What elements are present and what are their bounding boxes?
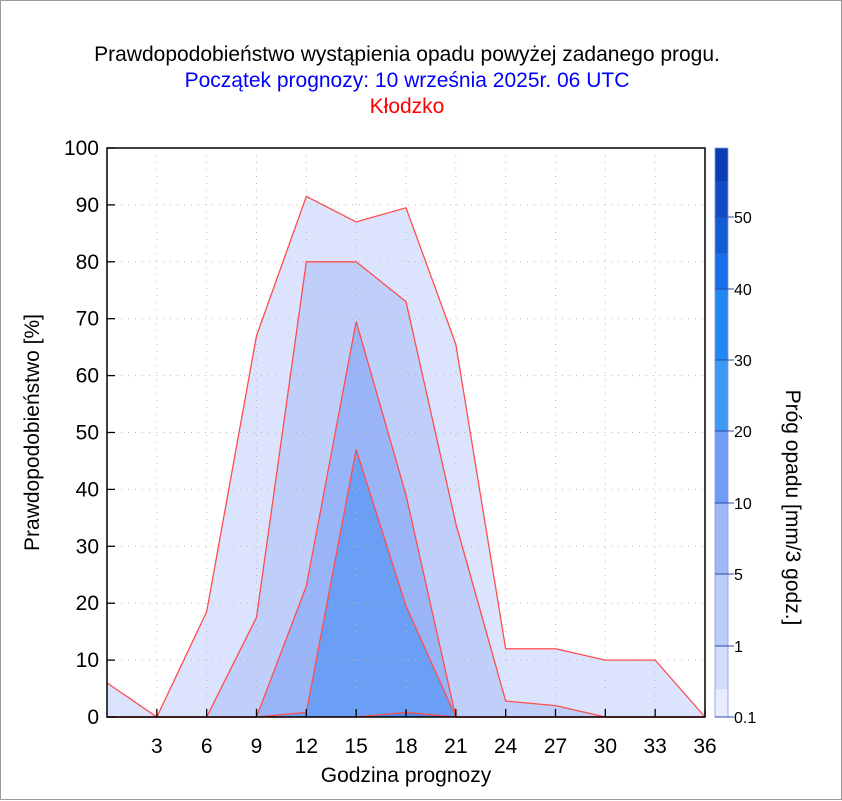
- colorbar-level-label: 1: [734, 639, 743, 656]
- y-tick-label: 70: [76, 308, 99, 331]
- colorbar-level-label: 0.1: [734, 710, 756, 727]
- area-threshold-10: [107, 449, 705, 717]
- y-tick-label: 90: [76, 194, 99, 217]
- colorbar-segment: [715, 253, 728, 289]
- colorbar-level-label: 40: [734, 282, 752, 299]
- colorbar-segment: [715, 689, 728, 717]
- y-tick-label: 50: [76, 422, 99, 445]
- area-threshold-1: [107, 261, 705, 717]
- y-tick-label: 20: [76, 592, 99, 615]
- location-name: Kłodzko: [369, 95, 445, 118]
- y-axis-label: Prawdopodobieństwo [%]: [21, 314, 44, 551]
- x-tick-label: 9: [251, 735, 263, 758]
- x-tick-label: 3: [151, 735, 163, 758]
- x-tick-label: 36: [693, 735, 716, 758]
- y-tick-label: 0: [87, 706, 99, 729]
- y-tick-label: 60: [76, 365, 99, 388]
- x-tick-label: 6: [201, 735, 213, 758]
- colorbar-segment: [715, 503, 728, 574]
- colorbar-segment: [715, 148, 728, 181]
- colorbar-level-label: 30: [734, 353, 752, 370]
- x-tick-label: 27: [544, 735, 567, 758]
- chart-title: Prawdopodobieństwo wystąpienia opadu pow…: [94, 43, 720, 66]
- colorbar-segment: [715, 289, 728, 360]
- x-tick-label: 24: [494, 735, 518, 758]
- colorbar-level-label: 20: [734, 424, 752, 441]
- colorbar-level-label: 5: [734, 567, 743, 584]
- forecast-start-subtitle: Początek prognozy: 10 września 2025r. 06…: [184, 69, 630, 92]
- colorbar-segment: [715, 217, 728, 253]
- x-tick-label: 33: [643, 735, 666, 758]
- colorbar-segment: [715, 360, 728, 431]
- colorbar-segment: [715, 181, 728, 217]
- x-tick-label: 12: [295, 735, 318, 758]
- y-tick-label: 40: [76, 478, 99, 501]
- colorbar-level-label: 10: [734, 496, 752, 513]
- x-tick-label: 21: [444, 735, 467, 758]
- colorbar-segment: [715, 574, 728, 646]
- colorbar-segment: [715, 646, 728, 689]
- y-tick-label: 10: [76, 649, 99, 672]
- y-tick-label: 30: [76, 535, 99, 558]
- x-tick-label: 15: [344, 735, 367, 758]
- colorbar-level-label: 50: [734, 210, 752, 227]
- y-tick-label: 80: [76, 251, 99, 274]
- colorbar-segment: [715, 431, 728, 503]
- x-tick-label: 18: [394, 735, 417, 758]
- series-line-0_1: [106, 195, 706, 718]
- x-axis-label: Godzina prognozy: [321, 764, 492, 787]
- y-tick-label: 100: [64, 137, 99, 160]
- colorbar-axis-label: Próg opadu [mm/3 godz.]: [781, 390, 804, 626]
- x-tick-label: 30: [594, 735, 617, 758]
